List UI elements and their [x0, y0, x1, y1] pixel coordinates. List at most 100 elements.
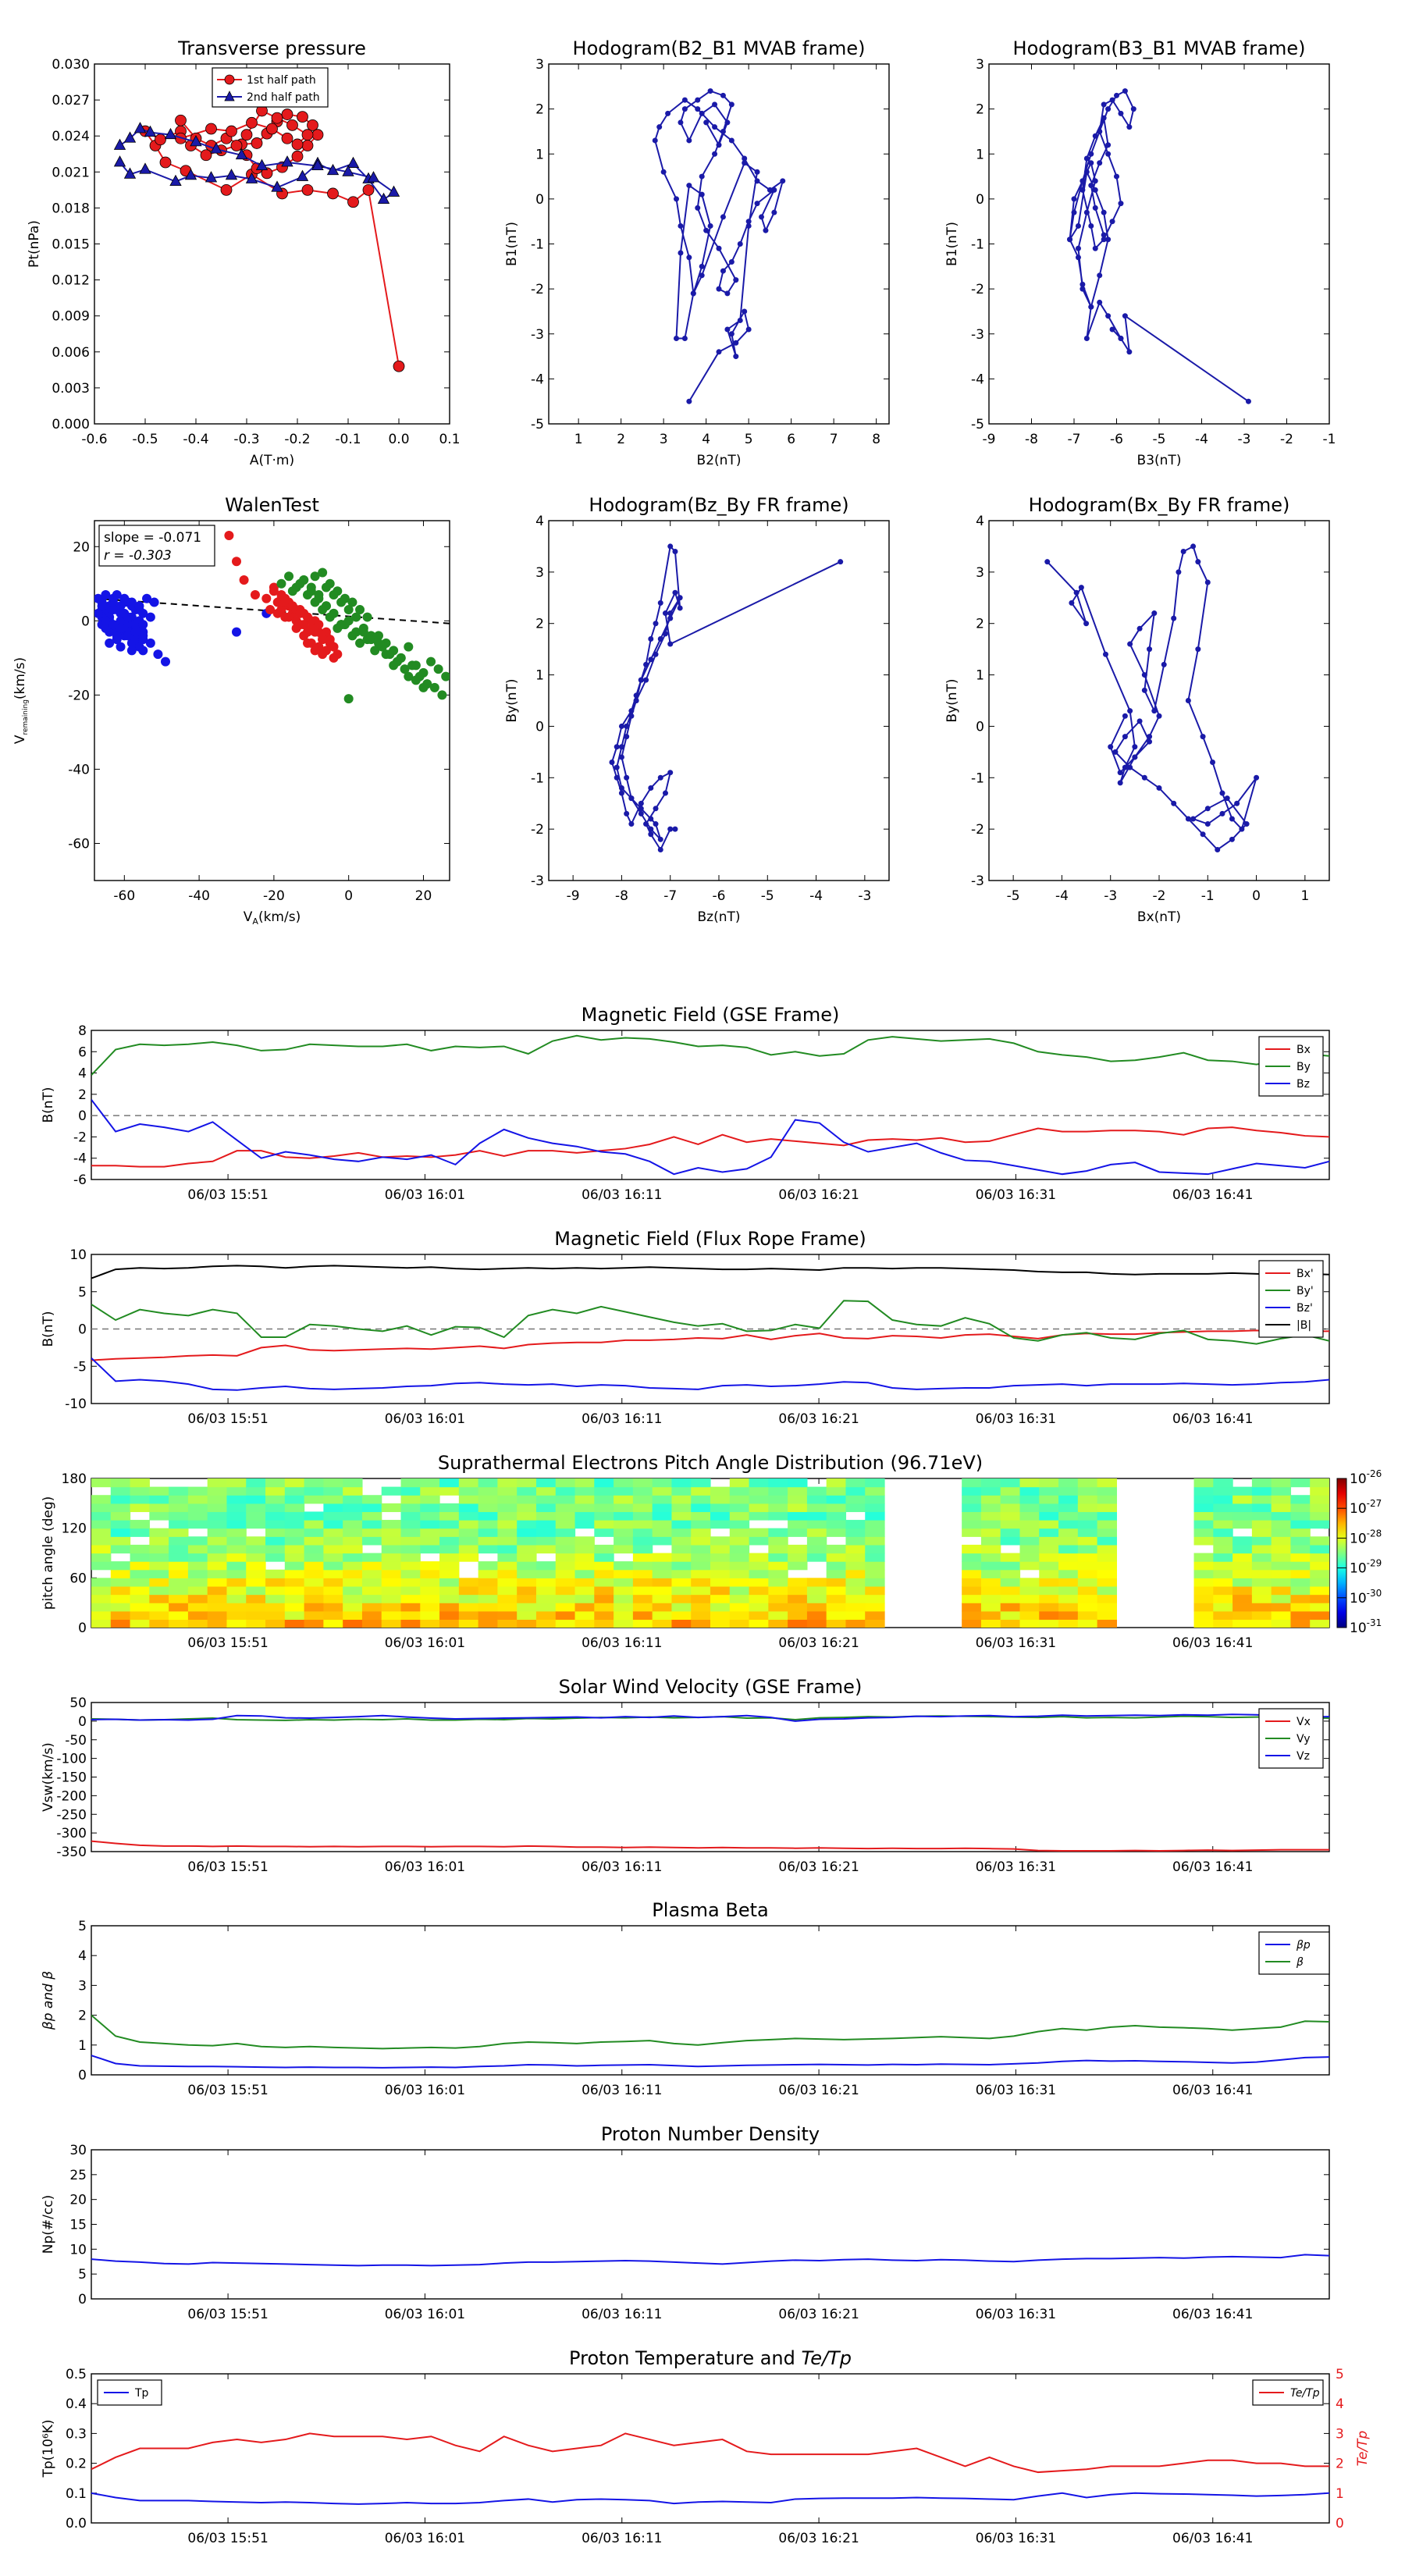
pad-cell: [187, 1569, 208, 1578]
pad-cell: [652, 1619, 673, 1628]
pad-cell: [110, 1503, 131, 1513]
pad-cell: [1232, 1520, 1253, 1529]
pad-cell: [632, 1610, 653, 1620]
transverse_pressure-series-1-point: [246, 116, 258, 129]
walen-series-1-point: [112, 590, 122, 600]
pad-cell: [169, 1520, 189, 1529]
walen-ytick-label: -20: [68, 688, 90, 703]
hodo_bz_by-series-1-point: [653, 651, 659, 657]
pad-colorbar: [1336, 1478, 1347, 1628]
beta-legend-label: β: [1296, 1956, 1304, 1969]
vsw-xtick-label: 06/03 16:01: [385, 1859, 465, 1875]
pad-cell: [1310, 1478, 1329, 1488]
pad-cell: [845, 1553, 866, 1562]
pad-cell: [381, 1619, 402, 1628]
pad-cell: [226, 1520, 247, 1529]
pad-cell: [1232, 1495, 1253, 1504]
pad-cell: [343, 1486, 363, 1496]
hodo_bx_by-xtick-label: -5: [1007, 888, 1020, 904]
pad-cell: [439, 1619, 460, 1628]
pad-cell: [458, 1603, 479, 1612]
hodo_bz_by-series-1-point: [638, 806, 644, 812]
pad-cell: [207, 1578, 228, 1587]
hodo_bz_by-series-1-point: [657, 635, 663, 642]
hodo_bx_by-series-1-point: [1073, 589, 1080, 596]
pad-cell: [207, 1520, 228, 1529]
pad-cell: [574, 1603, 595, 1612]
pad-cell: [729, 1603, 750, 1612]
walen-series-3-point: [287, 586, 297, 596]
pad-cell: [729, 1569, 750, 1578]
pad-cell: [323, 1610, 343, 1620]
hodo_bx_by-series-1-point: [1122, 734, 1128, 740]
pad-cell: [458, 1594, 479, 1603]
pad-ylabel: pitch angle (deg): [41, 1496, 56, 1610]
pad-cell: [1310, 1561, 1329, 1571]
pad-cell: [284, 1544, 305, 1554]
pad-cell: [458, 1544, 479, 1554]
pad-cell: [845, 1561, 866, 1571]
pad-cell: [1213, 1536, 1233, 1546]
hodo_b2_b1-series-1-point: [681, 336, 688, 342]
pad-cell: [980, 1585, 1001, 1596]
pad-cell: [207, 1603, 228, 1612]
pad-cell: [323, 1528, 343, 1537]
pad-cell: [323, 1561, 343, 1571]
hodo_b3_b1-series-1-point: [1088, 304, 1094, 310]
pad-cell: [91, 1619, 112, 1628]
pad-cell: [207, 1594, 228, 1603]
vsw-ytick-label: -150: [56, 1770, 87, 1786]
pad-cell: [652, 1478, 673, 1488]
hodo_b3_b1-ytick-label: -3: [971, 327, 984, 343]
pad-cell: [535, 1594, 557, 1603]
pad-cell: [458, 1511, 479, 1521]
hodo_b2_b1-series-1-point: [771, 209, 777, 215]
pad-cell: [1097, 1585, 1118, 1596]
pad-cell: [1019, 1544, 1040, 1554]
pad-cell: [845, 1520, 866, 1529]
pad-cell: [458, 1578, 479, 1587]
pad-cell: [246, 1610, 266, 1620]
pad-cell: [265, 1520, 286, 1529]
pad-cell: [381, 1594, 402, 1603]
pad-cell: [130, 1610, 150, 1620]
vsw-series-Vz-line: [91, 1713, 1329, 1722]
hodo_bz_by-series-1-point: [653, 806, 659, 812]
pad-cell: [187, 1553, 208, 1562]
pad-cell: [652, 1536, 673, 1546]
pad-cell: [381, 1610, 402, 1620]
transverse_pressure-xtick-label: 0.1: [439, 432, 460, 447]
pad-cell: [246, 1503, 266, 1513]
temperature-plot-area: [91, 2432, 1329, 2505]
pad-cell: [1039, 1603, 1059, 1612]
mag_gse-ytick-label: 6: [78, 1044, 87, 1060]
pad-cell: [768, 1511, 788, 1521]
pad-cell: [1271, 1486, 1292, 1496]
temperature-ytick-label: 0.1: [66, 2486, 87, 2502]
pad-cell: [207, 1561, 228, 1571]
pad-cell: [226, 1594, 247, 1603]
walen-series-1-point: [138, 635, 148, 645]
pad-cell: [400, 1603, 421, 1612]
pad-cell: [555, 1503, 576, 1513]
pad-cell: [535, 1486, 557, 1496]
hodo_b2_b1-series-1-point: [771, 187, 777, 193]
pad-cell: [806, 1553, 827, 1562]
pad-cell: [400, 1495, 421, 1504]
pad-cell: [207, 1610, 228, 1620]
transverse_pressure-ytick-label: 0.009: [52, 309, 90, 325]
pad-cell: [381, 1486, 402, 1496]
pad-cell: [265, 1603, 286, 1612]
pad-cell: [614, 1486, 634, 1496]
mag_gse-ytick-label: 0: [78, 1108, 87, 1124]
transverse_pressure-series-1-point: [297, 111, 308, 123]
hodo_b2_b1-series-1-point: [699, 173, 705, 180]
pad-cell: [343, 1511, 363, 1521]
pad-cell: [962, 1585, 982, 1596]
hodo_bz_by-series-1-point: [667, 610, 674, 617]
pad-cell: [788, 1544, 808, 1554]
pad-cell: [806, 1603, 827, 1612]
pad-cell: [1019, 1561, 1040, 1571]
pad-cell: [1251, 1486, 1272, 1496]
mag_gse-xtick-label: 06/03 16:41: [1172, 1187, 1253, 1203]
